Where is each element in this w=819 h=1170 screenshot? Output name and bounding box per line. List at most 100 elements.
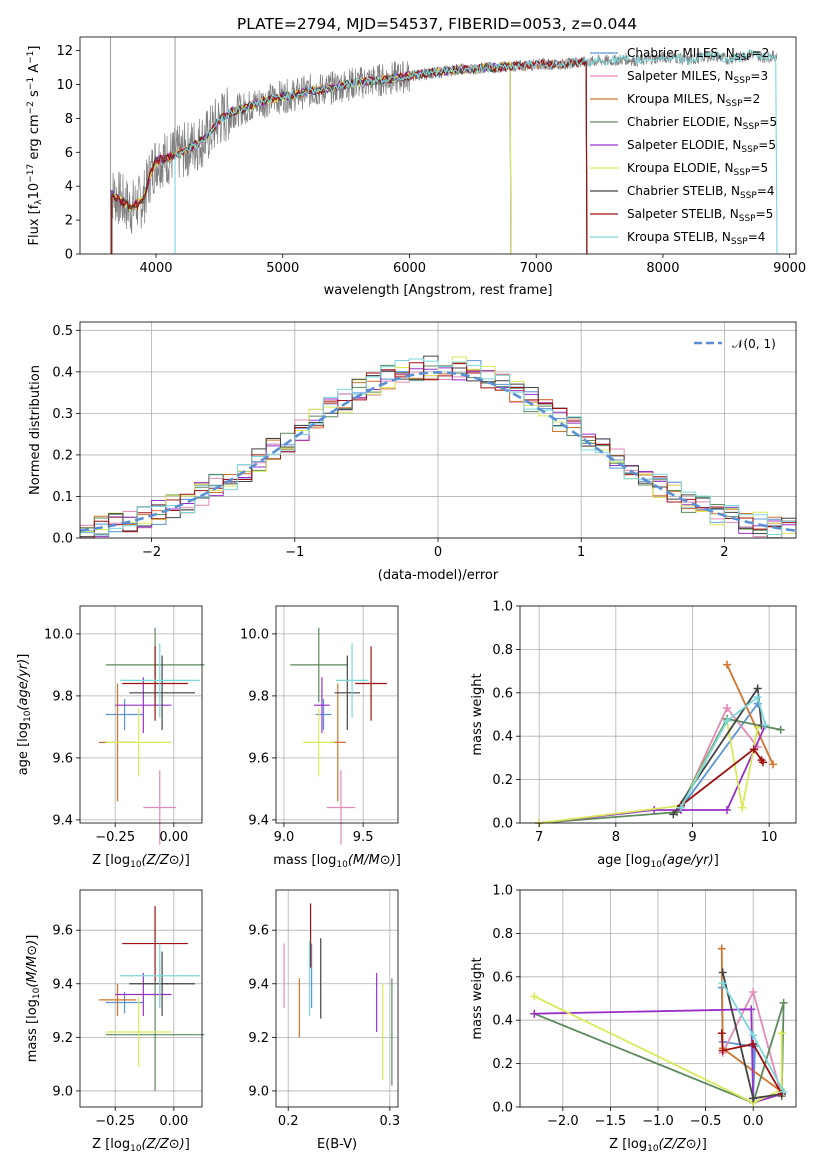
massweight_vs_age-point-marker: [669, 810, 678, 819]
spectrum-title: PLATE=2794, MJD=54537, FIBERID=0053, z=0…: [237, 15, 637, 33]
spectrum-legend-label: Kroupa MILES, NSSP=2: [627, 92, 760, 109]
massweight_vs_age-point-marker: [723, 805, 731, 814]
spectrum-xtick-label: 8000: [646, 261, 679, 276]
spectrum-legend-label: Salpeter ELODIE, NSSP=5: [627, 138, 776, 155]
mass_vs_EBV-frame: [275, 889, 399, 1108]
massweight_vs_Z-point-marker: [718, 1046, 727, 1055]
normal-reference-curve: [79, 370, 797, 533]
spectrum-ylabel: Flux [fλ10−17 erg cm−2 s−1 A−1]: [26, 46, 44, 246]
massweight-vs-age-ylabel: mass weight: [470, 673, 485, 755]
mass-vs-EBV-xlabel: E(B-V): [317, 1137, 357, 1152]
massweight_vs_age-point-marker: [738, 803, 747, 812]
spectrum-xtick-label: 6000: [393, 261, 426, 276]
massweight_vs_Z-ytick-label: 0.0: [492, 1101, 513, 1116]
massweight_vs_Z-point-marker: [779, 998, 788, 1007]
mass_vs_EBV-xtick-label: 0.3: [380, 1114, 401, 1129]
massweight_vs_Z-point-marker: [749, 1040, 758, 1049]
mass_vs_Z-ytick-label: 9.0: [52, 1084, 73, 1099]
massweight_vs_age-point-marker: [677, 803, 685, 812]
massweight_vs_Z-point-marker: [717, 944, 726, 953]
spectrum-legend-label: Chabrier MILES, NSSP=2: [627, 46, 769, 63]
residuals-ytick-label: 0.5: [52, 324, 73, 339]
mass_vs_Z-ytick-label: 9.2: [52, 1031, 73, 1046]
spectrum-ytick-label: 4: [65, 180, 73, 195]
massweight_vs_Z-series-line: [720, 1033, 783, 1095]
massweight_vs_Z-point-marker: [749, 1094, 758, 1103]
massweight-vs-Z-ylabel: mass weight: [470, 957, 485, 1039]
massweight_vs_age-point-marker: [759, 758, 768, 767]
spectrum-xtick-label: 7000: [520, 261, 553, 276]
spectrum-ytick-label: 2: [65, 214, 73, 229]
massweight_vs_Z-point-marker: [779, 1087, 788, 1096]
massweight_vs_age-point-marker: [723, 717, 731, 726]
spectrum-legend-label: Salpeter MILES, NSSP=3: [627, 69, 768, 86]
massweight_vs_Z-point-marker: [747, 1005, 756, 1014]
massweight_vs_age-point-marker: [753, 684, 762, 693]
residual-legend-label: 𝒩(0, 1): [732, 337, 776, 351]
age_vs_Z-ytick-label: 9.4: [52, 813, 73, 828]
massweight_vs_age-ytick-label: 0.8: [492, 643, 513, 658]
mass_vs_Z-ytick-label: 9.6: [52, 924, 73, 939]
residuals-xtick-label: −1: [285, 545, 304, 560]
residual-histogram-step: [80, 362, 796, 539]
massweight_vs_age-point-marker: [723, 660, 731, 669]
massweight_vs_Z-series-line: [534, 1008, 782, 1104]
residuals-ytick-label: 0.3: [52, 407, 73, 422]
massweight_vs_Z-xtick-label: −1.0: [642, 1114, 674, 1129]
age_vs_mass-frame: [275, 605, 399, 824]
age_vs_Z-frame: [79, 605, 203, 824]
residuals-xtick-label: 1: [577, 545, 585, 560]
massweight_vs_Z-point-marker: [718, 979, 727, 988]
massweight_vs_age-point-marker: [776, 725, 785, 734]
massweight_vs_Z-xtick-label: −1.5: [595, 1114, 627, 1129]
spectrum-xtick-label: 4000: [139, 261, 172, 276]
residual-histogram-step: [80, 358, 796, 536]
mass_vs_EBV-ytick-label: 9.4: [248, 977, 269, 992]
age_vs_mass-ytick-label: 9.6: [248, 751, 269, 766]
massweight_vs_age-frame: [519, 605, 797, 824]
residual-xlabel: (data-model)/error: [378, 568, 499, 583]
massweight_vs_age-series-line: [680, 703, 759, 809]
spectrum-legend-label: Kroupa ELODIE, NSSP=5: [627, 161, 768, 178]
age-vs-mass-xlabel: mass [log10(M/M⊙)]: [273, 853, 401, 870]
residuals-xtick-label: 2: [720, 545, 728, 560]
massweight_vs_age-xtick-label: 8: [612, 830, 620, 845]
massweight-vs-Z-xlabel: Z [log10(Z/Z⊙)]: [609, 1137, 707, 1154]
massweight_vs_age-point-marker: [749, 745, 758, 754]
mass_vs_Z-frame: [79, 889, 203, 1108]
mass-vs-Z-ylabel: mass [log10(M/M⊙)]: [25, 935, 42, 1063]
massweight_vs_Z-xtick-label: −0.5: [690, 1114, 722, 1129]
massweight_vs_Z-point-marker: [749, 987, 758, 996]
massweight_vs_age-xtick-label: 9: [688, 830, 696, 845]
spectrum-xlabel: wavelength [Angstrom, rest frame]: [324, 283, 553, 298]
age_vs_Z-ytick-label: 9.8: [52, 689, 73, 704]
massweight_vs_age-point-marker: [753, 693, 762, 702]
massweight_vs_Z-xtick-label: 0.0: [743, 1114, 764, 1129]
spectrum-legend-label: Salpeter STELIB, NSSP=5: [627, 207, 773, 224]
residuals-ytick-label: 0.2: [52, 448, 73, 463]
age_vs_Z-xtick-label: 0.00: [159, 830, 188, 845]
mass_vs_EBV-ytick-label: 9.6: [248, 924, 269, 939]
massweight_vs_age-point-marker: [723, 703, 731, 712]
massweight-vs-age-xlabel: age [log10(age/yr)]: [597, 853, 719, 870]
residuals-ytick-label: 0.1: [52, 490, 73, 505]
age_vs_Z-ytick-label: 10.0: [44, 627, 73, 642]
massweight_vs_Z-series-line: [533, 1002, 785, 1104]
massweight_vs_Z-ytick-label: 0.6: [492, 970, 513, 985]
massweight_vs_Z-point-marker: [530, 1009, 539, 1018]
age_vs_mass-ytick-label: 9.8: [248, 689, 269, 704]
mass_vs_EBV-ytick-label: 9.0: [248, 1084, 269, 1099]
massweight_vs_age-series-line: [680, 695, 767, 809]
age_vs_mass-xtick-label: 9.0: [274, 830, 295, 845]
spectrum-ytick-label: 8: [65, 112, 73, 127]
age_vs_mass-ytick-label: 9.4: [248, 813, 269, 828]
residual-ylabel: Normed distribution: [28, 365, 43, 495]
massweight_vs_age-point-marker: [769, 760, 777, 769]
massweight_vs_Z-ytick-label: 0.8: [492, 927, 513, 942]
massweight_vs_Z-point-marker: [749, 1031, 758, 1040]
age_vs_mass-ytick-label: 10.0: [240, 627, 269, 642]
mass_vs_Z-xtick-label: 0.00: [159, 1114, 188, 1129]
spectrum-legend-label: Chabrier STELIB, NSSP=4: [627, 184, 775, 201]
massweight_vs_age-point-marker: [761, 721, 770, 730]
